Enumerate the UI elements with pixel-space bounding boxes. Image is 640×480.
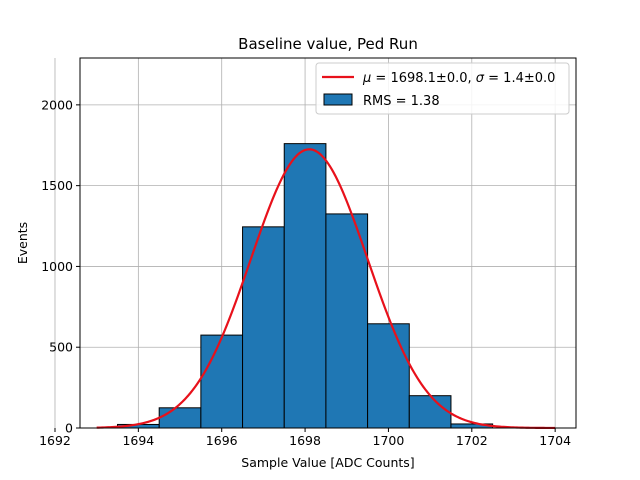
x-axis-label: Sample Value [ADC Counts] (241, 455, 414, 470)
x-axis-ticks: 1692 1694 1696 1698 1700 1702 1704 (39, 428, 571, 448)
legend: μ = 1698.1±0.0, σ = 1.4±0.0 RMS = 1.38 (315, 62, 570, 115)
legend-fit-label: μ = 1698.1±0.0, σ = 1.4±0.0 (362, 71, 555, 86)
histogram-bar (242, 226, 285, 429)
histogram-bar (325, 213, 369, 429)
legend-box (315, 62, 570, 115)
x-tick-label: 1704 (539, 433, 571, 448)
legend-hist-swatch (323, 93, 353, 106)
y-axis-ticks: 0 500 1000 1500 2000 (41, 97, 80, 436)
x-tick-label: 1692 (39, 433, 71, 448)
legend-mu-symbol: μ (362, 71, 371, 86)
histogram-bar (200, 334, 244, 429)
gaussian-fit (96, 148, 556, 430)
chart-title: Baseline value, Ped Run (238, 35, 418, 53)
legend-hist-label: RMS = 1.38 (363, 94, 440, 109)
x-tick-label: 1702 (456, 433, 488, 448)
plot-frame (79, 57, 577, 429)
y-tick-label: 2000 (41, 97, 73, 112)
legend-mu-value: = 1698.1±0.0, (371, 71, 475, 86)
x-tick-label: 1696 (206, 433, 238, 448)
y-tick-label: 500 (49, 340, 73, 355)
histogram-bar (158, 407, 202, 429)
legend-sigma-symbol: σ (476, 71, 485, 86)
histogram-bar (283, 143, 327, 429)
x-tick-label: 1698 (289, 433, 321, 448)
x-tick-label: 1700 (373, 433, 405, 448)
y-tick-label: 1500 (41, 178, 73, 193)
y-tick-label: 0 (65, 421, 73, 436)
histogram-bar (408, 395, 452, 429)
histogram-bars (117, 143, 494, 429)
legend-sigma-value: = 1.4±0.0 (484, 71, 555, 86)
histogram-bar (367, 323, 410, 429)
y-tick-label: 1000 (41, 259, 73, 274)
x-tick-label: 1694 (122, 433, 154, 448)
y-axis-label: Events (15, 222, 30, 264)
fit-curve (96, 148, 556, 430)
